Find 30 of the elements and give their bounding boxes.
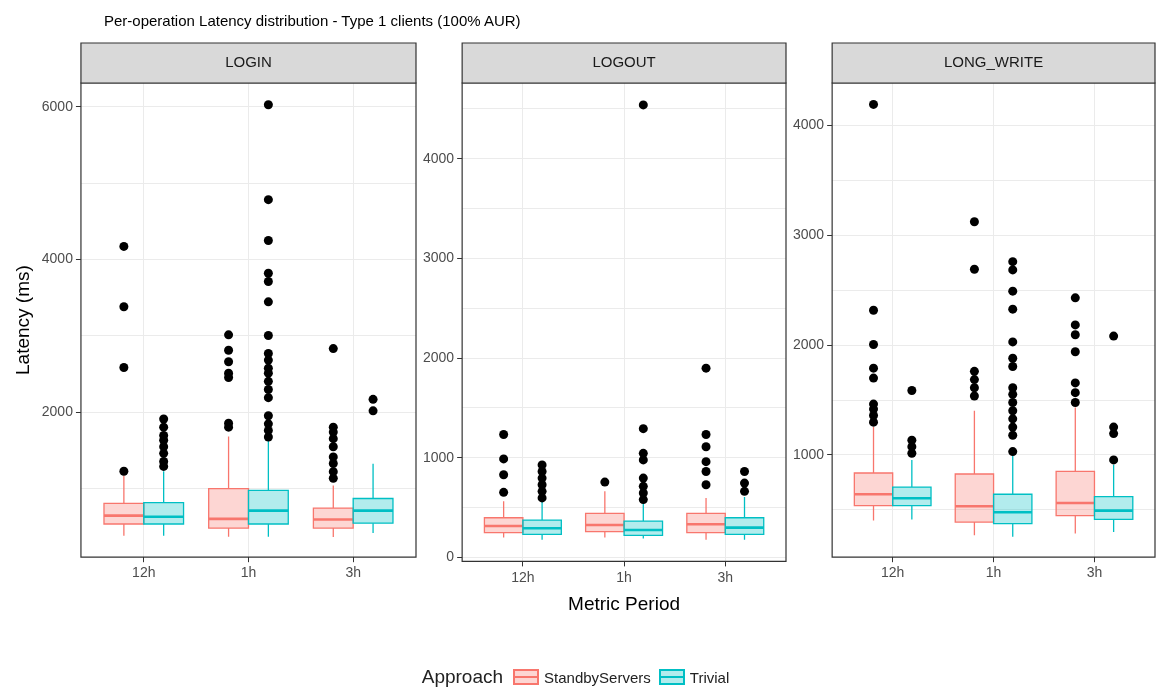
x-tick-label: 1h [985,564,1002,581]
chart-title: LOGIN [225,53,272,71]
y-tick-label: 6000 [41,97,74,114]
y-tick-label: 2000 [41,402,74,419]
chart-title: LOGOUT [592,53,656,71]
y-tick-label: 3000 [792,226,825,243]
y-tick-label: 4000 [792,116,825,133]
y-tick-label: 1000 [422,448,455,465]
y-tick-label: 4000 [41,250,74,267]
x-tick-label: 3h [345,564,361,581]
x-tick-label: 12h [881,564,905,581]
y-tick-label: 2000 [422,348,455,365]
y-tick-label: 0 [446,548,455,565]
y-tick-label: 2000 [792,335,825,352]
y-tick-label: 4000 [422,149,455,166]
x-tick-label: 1h [616,568,632,585]
y-axis-title: Latency (ms) [11,265,33,376]
x-tick-label: 12h [132,564,156,581]
x-tick-label: 12h [511,568,535,585]
x-axis-title: Metric Period [568,592,681,614]
text: Per-operation Latency distribution - Type 1 clients (100% AUR) [104,12,521,29]
y-tick-label: 3000 [422,249,455,266]
legend-label: Trivial [689,668,730,686]
legend-label: StandbyServers [544,668,651,686]
legend-title: Approach [421,666,504,688]
x-tick-label: 3h [717,568,734,585]
x-tick-label: 3h [1086,564,1103,581]
x-tick-label: 1h [240,564,257,581]
y-tick-label: 1000 [792,445,825,462]
chart-title: LONG_WRITE [943,53,1044,71]
